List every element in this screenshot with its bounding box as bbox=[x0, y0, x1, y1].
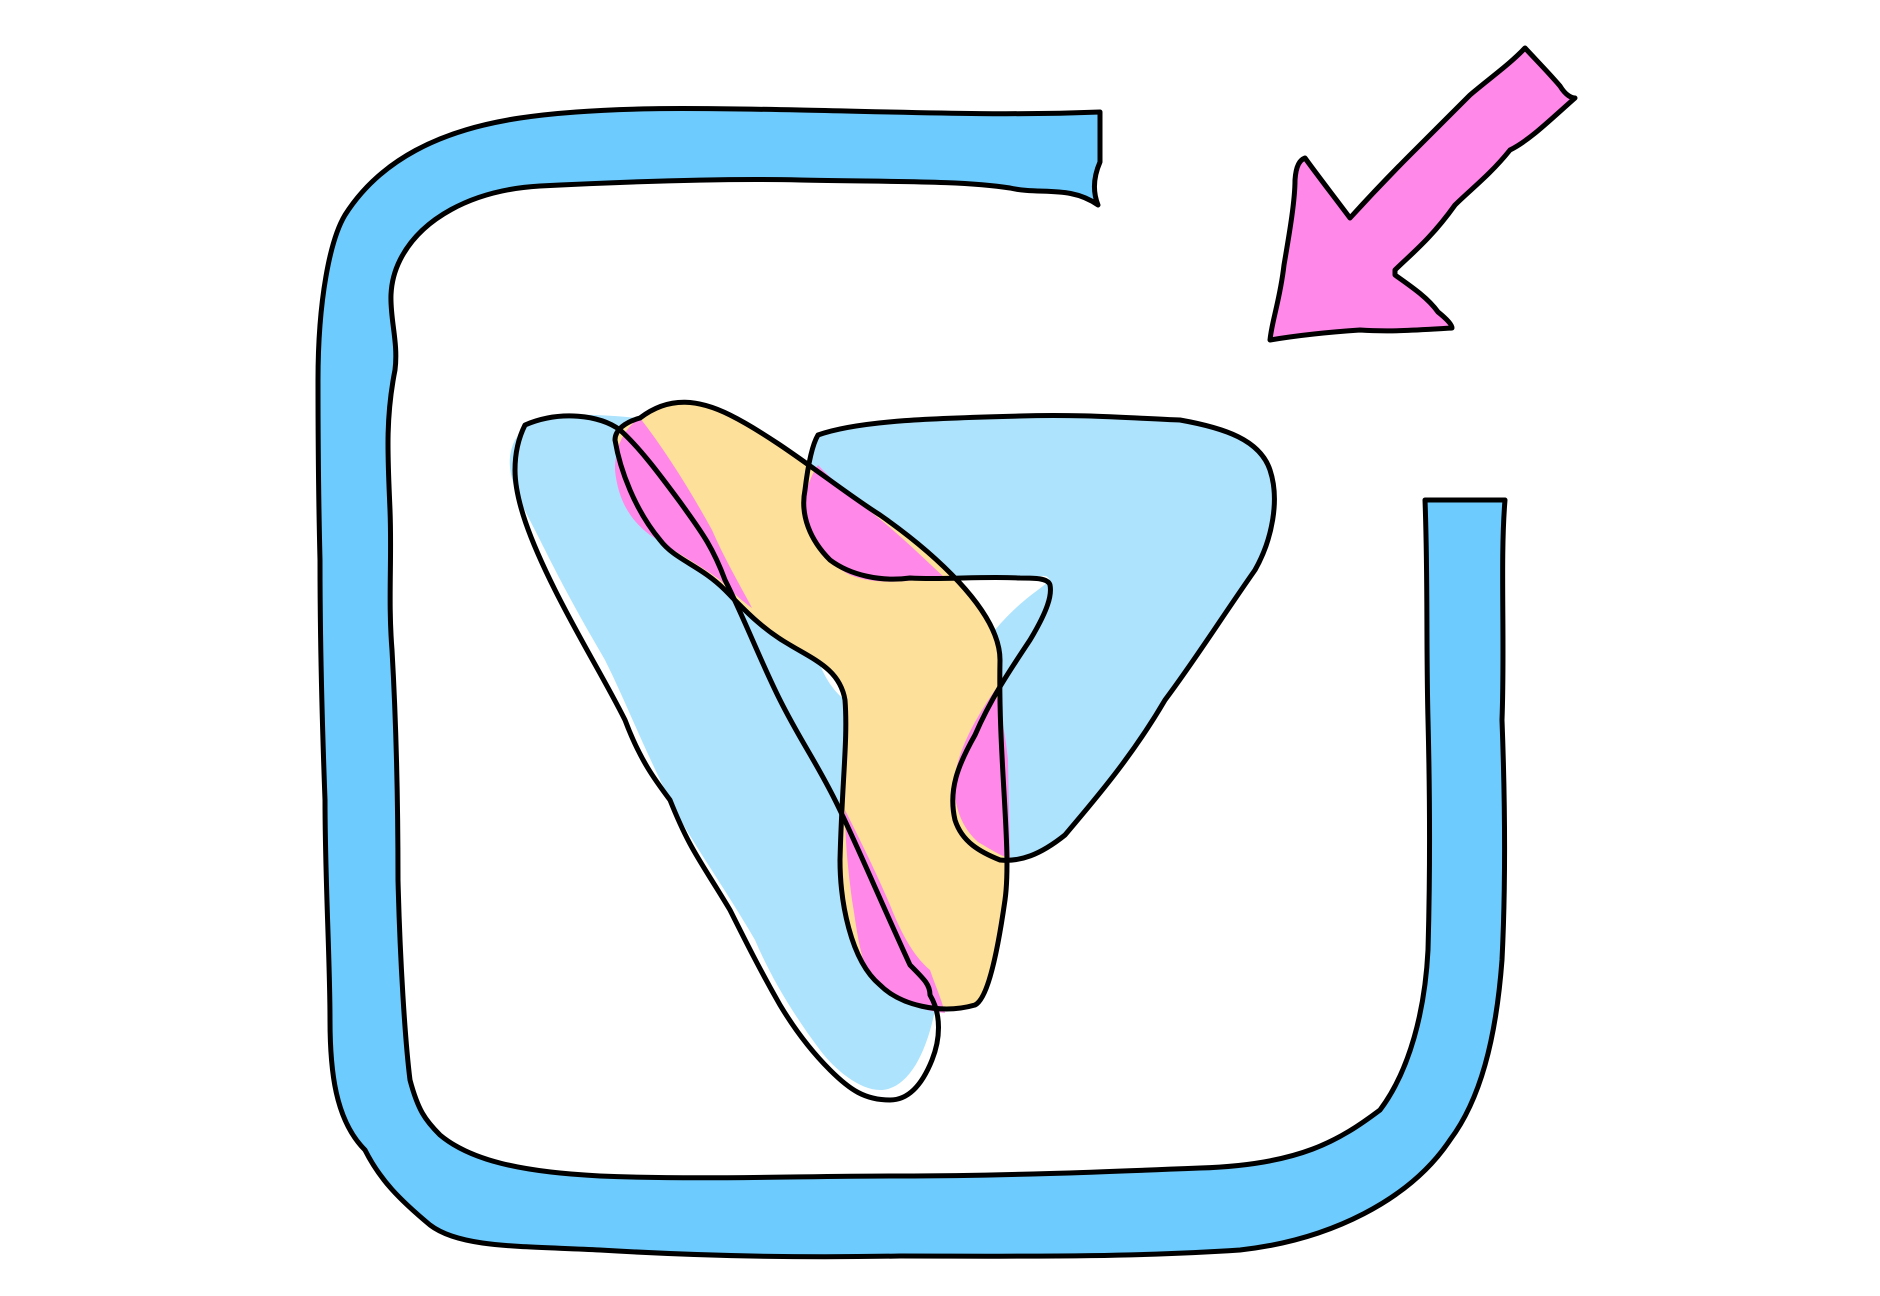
blob-middle-outline bbox=[612, 399, 1010, 1012]
blob-back-triangle bbox=[509, 414, 1275, 1091]
overlap-right bbox=[954, 690, 1010, 858]
blob-left-outline bbox=[512, 413, 941, 1103]
overlap-bottom bbox=[845, 810, 945, 1013]
arrow-down-left-icon bbox=[1267, 45, 1578, 343]
arrow-shape bbox=[1267, 45, 1578, 343]
overlapping-blobs bbox=[509, 399, 1277, 1103]
frame-stroke-shape bbox=[315, 105, 1508, 1260]
overlap-top bbox=[804, 465, 945, 582]
blob-right-outline bbox=[801, 412, 1277, 863]
frame-icon bbox=[315, 105, 1508, 1260]
